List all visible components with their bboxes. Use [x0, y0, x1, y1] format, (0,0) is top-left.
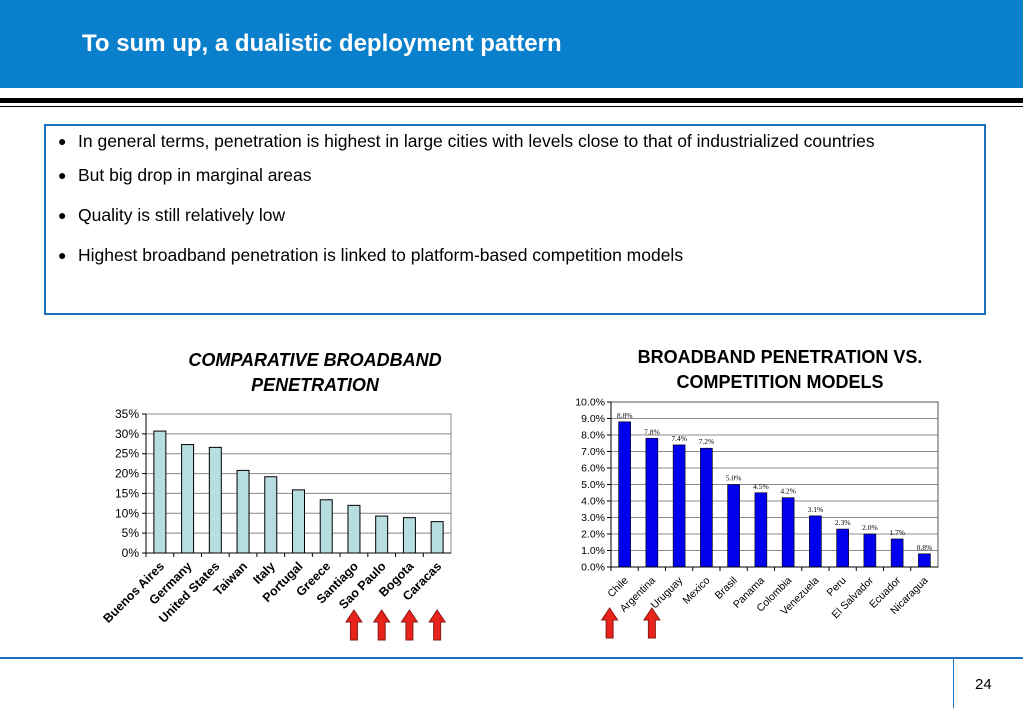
right-bar	[890, 538, 904, 568]
left-bar	[208, 446, 222, 554]
right-bar	[700, 447, 713, 568]
left-bar	[402, 517, 416, 554]
footer-divider	[953, 659, 954, 708]
left-y-tick-label: 10%	[115, 506, 139, 520]
left-bar	[292, 489, 305, 554]
left-bar	[153, 430, 167, 554]
summary-box: ● In general terms, penetration is highes…	[44, 124, 986, 315]
bullet-item: ● Highest broadband penetration is linked…	[56, 244, 966, 266]
arrow-shape	[600, 607, 619, 639]
footer-rule	[0, 657, 1023, 659]
right-highlight-arrow	[642, 607, 661, 639]
right-data-label: 0.8%	[917, 543, 933, 552]
left-highlight-arrow	[428, 609, 447, 641]
right-data-label: 3.1%	[808, 505, 824, 514]
right-y-tick-label: 9.0%	[581, 413, 605, 425]
right-data-label: 5.0%	[726, 474, 742, 483]
page-number: 24	[975, 676, 992, 693]
right-data-label: 1.7%	[889, 528, 905, 537]
right-x-tick-label: Peru	[825, 575, 849, 599]
left-bar	[375, 515, 389, 554]
right-data-label: 2.3%	[835, 518, 851, 527]
right-y-tick-label: 4.0%	[581, 496, 605, 508]
right-bar	[863, 533, 877, 568]
bullet-item: ● Quality is still relatively low	[56, 204, 966, 226]
bullet-text: But big drop in marginal areas	[78, 165, 312, 185]
left-y-tick-label: 35%	[115, 407, 139, 421]
right-data-label: 7.2%	[699, 437, 715, 446]
bullet-text: In general terms, penetration is highest…	[78, 131, 875, 151]
left-bar	[347, 504, 361, 554]
left-highlight-arrow	[372, 609, 391, 641]
bullet-item: ● In general terms, penetration is highes…	[56, 130, 966, 152]
bullet-list: ● In general terms, penetration is highes…	[56, 130, 966, 284]
right-data-label: 7.8%	[644, 427, 660, 436]
right-bar	[836, 528, 849, 568]
right-bar	[727, 484, 740, 568]
left-y-tick-label: 25%	[115, 447, 139, 461]
left-y-tick-label: 15%	[115, 486, 139, 500]
arrow-shape	[642, 607, 661, 639]
left-highlight-arrow	[400, 609, 419, 641]
right-y-tick-label: 3.0%	[581, 512, 605, 524]
right-bar	[645, 437, 659, 568]
left-chart-title: COMPARATIVE BROADBAND PENETRATION	[188, 350, 442, 395]
right-data-label: 4.2%	[780, 487, 796, 496]
right-data-label: 4.5%	[753, 482, 769, 491]
right-bar	[781, 497, 795, 568]
right-data-label: 7.4%	[671, 434, 687, 443]
bullet-item: ● But big drop in marginal areas	[56, 164, 966, 186]
arrow-shape	[345, 609, 363, 641]
left-bar	[430, 521, 444, 554]
left-y-tick-label: 0%	[122, 546, 140, 560]
arrow-shape	[372, 609, 391, 641]
slide-title: To sum up, a dualistic deployment patter…	[82, 30, 562, 57]
left-highlight-arrow	[345, 609, 363, 641]
right-y-tick-label: 0.0%	[581, 562, 605, 574]
header-rule-thin	[0, 106, 1023, 107]
bullet-dot-icon: ●	[58, 133, 67, 149]
left-bar	[236, 469, 250, 554]
right-bar	[754, 492, 768, 568]
right-bar	[672, 444, 686, 568]
left-bar	[181, 444, 195, 554]
right-chart-title: BROADBAND PENETRATION VS. COMPETITION MO…	[637, 347, 923, 392]
right-y-tick-label: 5.0%	[581, 479, 605, 491]
right-highlight-arrow	[600, 607, 619, 639]
right-data-label: 8.8%	[617, 411, 633, 420]
right-y-tick-label: 1.0%	[581, 545, 605, 557]
left-y-tick-label: 5%	[122, 526, 140, 540]
right-data-label: 2.0%	[862, 523, 878, 532]
right-bar	[809, 515, 822, 568]
bullet-dot-icon: ●	[58, 167, 67, 183]
bullet-dot-icon: ●	[58, 247, 67, 263]
arrow-shape	[428, 609, 447, 641]
left-y-tick-label: 20%	[115, 467, 139, 481]
bullet-dot-icon: ●	[58, 207, 67, 223]
arrow-shape	[400, 609, 419, 641]
header-rule	[0, 98, 1023, 103]
bullet-text: Quality is still relatively low	[78, 205, 286, 225]
right-y-tick-label: 8.0%	[581, 430, 605, 442]
right-y-tick-label: 6.0%	[581, 463, 605, 475]
right-y-tick-label: 7.0%	[581, 446, 605, 458]
left-bar	[319, 499, 333, 554]
right-bar	[918, 553, 931, 568]
right-x-tick-label: Mexico	[680, 575, 712, 607]
bullet-text: Highest broadband penetration is linked …	[78, 245, 684, 265]
right-y-tick-label: 10.0%	[575, 397, 605, 409]
header-bar: To sum up, a dualistic deployment patter…	[0, 0, 1023, 88]
left-y-tick-label: 30%	[115, 427, 139, 441]
right-bar	[618, 421, 631, 568]
left-bar	[264, 476, 278, 554]
right-y-tick-label: 2.0%	[581, 529, 605, 541]
